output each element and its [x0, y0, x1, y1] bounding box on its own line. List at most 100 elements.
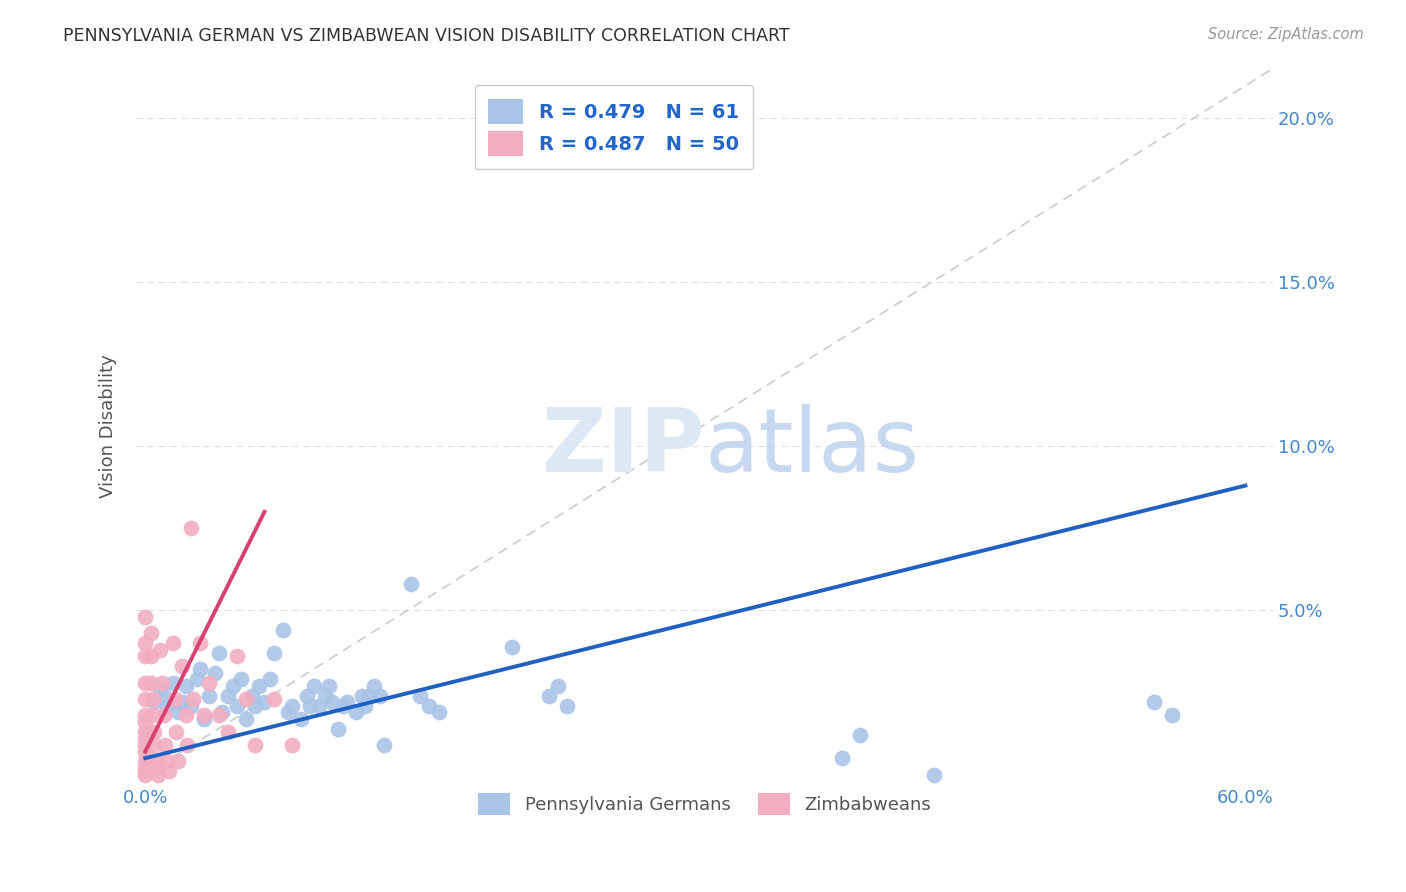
- Text: PENNSYLVANIA GERMAN VS ZIMBABWEAN VISION DISABILITY CORRELATION CHART: PENNSYLVANIA GERMAN VS ZIMBABWEAN VISION…: [63, 27, 790, 45]
- Point: [332, 698, 354, 713]
- Point: [354, 698, 377, 713]
- Text: Source: ZipAtlas.com: Source: ZipAtlas.com: [1208, 27, 1364, 42]
- Point: [162, 636, 184, 650]
- Point: [295, 689, 318, 703]
- Point: [139, 649, 162, 664]
- Point: [263, 692, 285, 706]
- Point: [336, 695, 359, 709]
- Point: [143, 724, 166, 739]
- Point: [1143, 695, 1166, 709]
- Point: [263, 646, 285, 660]
- Point: [922, 767, 945, 781]
- Point: [240, 689, 263, 703]
- Point: [134, 675, 156, 690]
- Point: [207, 646, 229, 660]
- Point: [163, 692, 186, 706]
- Point: [427, 705, 450, 719]
- Point: [165, 724, 187, 739]
- Point: [134, 761, 156, 775]
- Y-axis label: Vision Disability: Vision Disability: [100, 355, 117, 499]
- Point: [157, 764, 180, 779]
- Point: [142, 708, 165, 723]
- Point: [501, 640, 523, 654]
- Point: [314, 689, 336, 703]
- Point: [217, 689, 239, 703]
- Point: [217, 724, 239, 739]
- Point: [156, 755, 179, 769]
- Point: [245, 738, 267, 752]
- Point: [146, 767, 169, 781]
- Point: [1161, 708, 1184, 723]
- Point: [181, 692, 204, 706]
- Point: [143, 738, 166, 752]
- Point: [418, 698, 440, 713]
- Point: [344, 705, 367, 719]
- Point: [134, 610, 156, 624]
- Point: [134, 724, 156, 739]
- Point: [134, 731, 156, 746]
- Point: [174, 679, 197, 693]
- Point: [134, 755, 156, 769]
- Point: [229, 673, 252, 687]
- Point: [134, 708, 156, 723]
- Point: [134, 636, 156, 650]
- Point: [134, 714, 156, 729]
- Point: [149, 682, 172, 697]
- Point: [198, 689, 221, 703]
- Point: [281, 698, 304, 713]
- Point: [188, 636, 211, 650]
- Point: [134, 692, 156, 706]
- Point: [134, 649, 156, 664]
- Point: [143, 695, 166, 709]
- Point: [149, 642, 172, 657]
- Point: [167, 705, 190, 719]
- Point: [245, 698, 267, 713]
- Point: [399, 577, 422, 591]
- Point: [235, 712, 257, 726]
- Point: [226, 649, 249, 664]
- Point: [180, 698, 202, 713]
- Point: [170, 659, 193, 673]
- Point: [134, 745, 156, 759]
- Point: [308, 698, 330, 713]
- Point: [318, 679, 340, 693]
- Point: [156, 698, 179, 713]
- Point: [150, 675, 173, 690]
- Point: [204, 665, 226, 680]
- Point: [537, 689, 560, 703]
- Point: [176, 738, 198, 752]
- Point: [547, 679, 569, 693]
- Point: [198, 675, 221, 690]
- Point: [409, 689, 432, 703]
- Point: [170, 695, 193, 709]
- Point: [350, 689, 373, 703]
- Point: [555, 698, 578, 713]
- Point: [186, 673, 208, 687]
- Point: [134, 764, 156, 779]
- Point: [357, 689, 380, 703]
- Point: [373, 738, 395, 752]
- Point: [259, 673, 281, 687]
- Point: [180, 521, 202, 535]
- Point: [277, 705, 299, 719]
- Point: [174, 708, 197, 723]
- Point: [321, 695, 343, 709]
- Text: atlas: atlas: [704, 404, 920, 491]
- Point: [253, 695, 276, 709]
- Point: [152, 708, 174, 723]
- Point: [368, 689, 391, 703]
- Point: [193, 712, 215, 726]
- Point: [831, 751, 853, 765]
- Point: [211, 705, 233, 719]
- Point: [152, 689, 174, 703]
- Point: [226, 698, 249, 713]
- Point: [142, 692, 165, 706]
- Point: [235, 692, 257, 706]
- Point: [271, 623, 294, 637]
- Point: [247, 679, 270, 693]
- Point: [134, 767, 156, 781]
- Point: [167, 755, 190, 769]
- Point: [134, 738, 156, 752]
- Point: [222, 679, 245, 693]
- Point: [363, 679, 385, 693]
